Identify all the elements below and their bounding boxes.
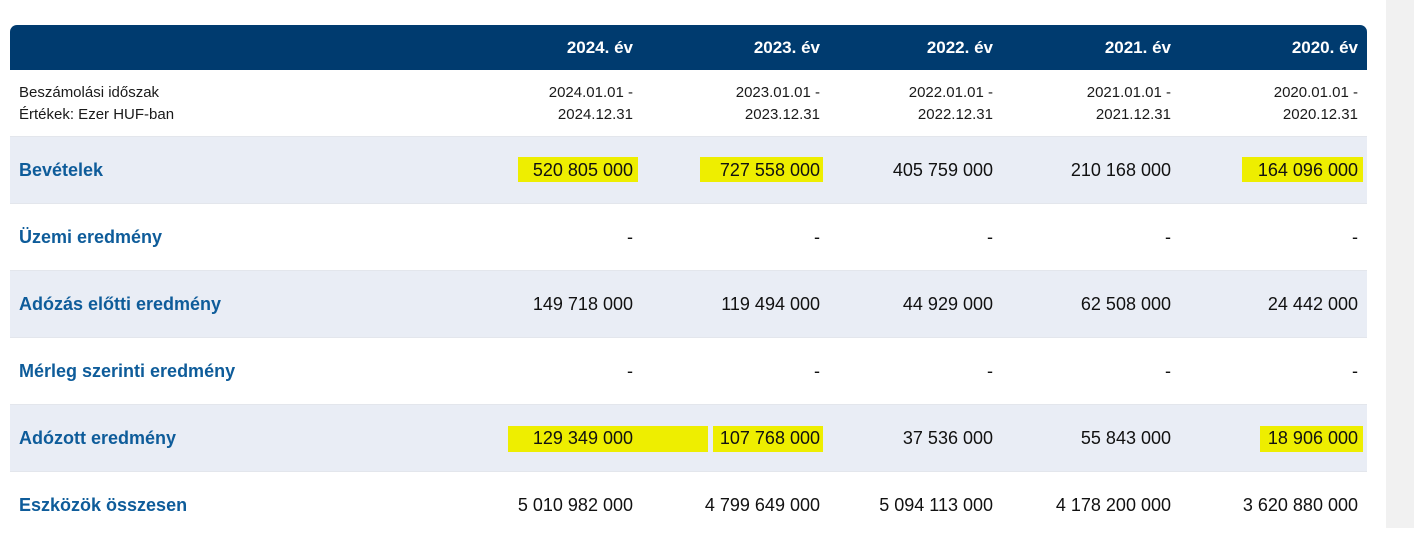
- value-cell: 55 843 000: [1080, 428, 1171, 448]
- scrollbar-track[interactable]: [1386, 0, 1414, 528]
- period-cell: 2024.01.01 - 2024.12.31: [473, 82, 633, 126]
- value-cell: -: [1352, 227, 1358, 247]
- year-header-2020: 2020. év: [1291, 38, 1358, 57]
- value-cell: -: [987, 361, 993, 381]
- value-cell: -: [1165, 361, 1171, 381]
- value-cell: 405 759 000: [892, 160, 993, 180]
- row-label: Adózott eredmény: [19, 428, 177, 448]
- period-cell: 2020.01.01 - 2020.12.31: [1198, 82, 1358, 126]
- period-cell: 2022.01.01 - 2022.12.31: [833, 82, 993, 126]
- table-row-operating-result: Üzemi eredmény - - - - -: [10, 204, 1367, 271]
- highlight-mark: [508, 426, 708, 452]
- value-cell: 210 168 000: [1070, 160, 1171, 180]
- period-from: 2022.01.01 -: [908, 84, 993, 101]
- table-row-total-assets: Eszközök összesen 5 010 982 000 4 799 64…: [10, 472, 1367, 538]
- table-row-revenue: Bevételek 520 805 000 727 558 000 405 75…: [10, 137, 1367, 204]
- value-cell: -: [1352, 361, 1358, 381]
- period-cell: 2023.01.01 - 2023.12.31: [660, 82, 820, 126]
- row-label: Üzemi eredmény: [19, 227, 163, 247]
- highlight-mark: [518, 157, 638, 182]
- period-to: 2020.12.31: [1282, 106, 1358, 123]
- row-label: Mérleg szerinti eredmény: [19, 361, 236, 381]
- highlight-mark: [713, 426, 823, 452]
- value-cell: 727 558 000: [719, 160, 820, 180]
- value-cell: 4 178 200 000: [1055, 495, 1171, 515]
- row-label: Eszközök összesen: [19, 495, 188, 515]
- value-cell: 4 799 649 000: [704, 495, 820, 515]
- period-from: 2024.01.01 -: [548, 84, 633, 101]
- value-cell: 107 768 000: [719, 428, 820, 448]
- value-cell: 24 442 000: [1267, 294, 1358, 314]
- year-header-2021: 2021. év: [1104, 38, 1171, 57]
- period-row: Beszámolási időszak Értékek: Ezer HUF-ba…: [10, 70, 1367, 137]
- value-cell: 5 010 982 000: [517, 495, 633, 515]
- value-cell: 37 536 000: [902, 428, 993, 448]
- value-cell: 18 906 000: [1267, 428, 1358, 448]
- highlight-mark: [700, 157, 823, 182]
- highlight-mark: [1242, 157, 1363, 182]
- highlight-mark: [1260, 426, 1363, 452]
- value-cell: 62 508 000: [1080, 294, 1171, 314]
- period-from: 2021.01.01 -: [1086, 84, 1171, 101]
- value-cell: 164 096 000: [1257, 160, 1358, 180]
- period-from: 2020.01.01 -: [1273, 84, 1358, 101]
- year-header-2024: 2024. év: [566, 38, 633, 57]
- value-cell: -: [627, 227, 633, 247]
- period-to: 2021.12.31: [1095, 106, 1171, 123]
- table-row-balance-result: Mérleg szerinti eredmény - - - - -: [10, 338, 1367, 405]
- table-row-pretax-result: Adózás előtti eredmény 149 718 000 119 4…: [10, 271, 1367, 338]
- value-cell: 5 094 113 000: [879, 495, 993, 515]
- value-cell: 119 494 000: [721, 294, 820, 314]
- value-cell: -: [814, 227, 820, 247]
- value-cell: 149 718 000: [532, 294, 633, 314]
- value-cell: -: [987, 227, 993, 247]
- row-label: Bevételek: [19, 160, 104, 180]
- value-cell: -: [1165, 227, 1171, 247]
- period-from: 2023.01.01 -: [735, 84, 820, 101]
- table-header: 2024. év 2023. év 2022. év 2021. év 2020…: [10, 25, 1367, 70]
- value-cell: 3 620 880 000: [1242, 495, 1358, 515]
- value-cell: -: [627, 361, 633, 381]
- period-to: 2024.12.31: [557, 106, 633, 123]
- period-cell: 2021.01.01 - 2021.12.31: [1011, 82, 1171, 126]
- table-row-after-tax-result: Adózott eredmény 129 349 000 107 768 000…: [10, 405, 1367, 472]
- year-header-2023: 2023. év: [753, 38, 820, 57]
- period-to: 2023.12.31: [744, 106, 820, 123]
- period-label-unit: Értékek: Ezer HUF-ban: [19, 106, 175, 123]
- year-header-2022: 2022. év: [926, 38, 993, 57]
- period-label: Beszámolási időszak Értékek: Ezer HUF-ba…: [19, 82, 174, 126]
- row-label: Adózás előtti eredmény: [19, 294, 222, 314]
- period-to: 2022.12.31: [917, 106, 993, 123]
- value-cell: -: [814, 361, 820, 381]
- value-cell: 129 349 000: [532, 428, 633, 448]
- value-cell: 44 929 000: [902, 294, 993, 314]
- financial-table: 2024. év 2023. év 2022. év 2021. év 2020…: [10, 25, 1367, 538]
- period-label-title: Beszámolási időszak: [19, 84, 160, 101]
- value-cell: 520 805 000: [532, 160, 633, 180]
